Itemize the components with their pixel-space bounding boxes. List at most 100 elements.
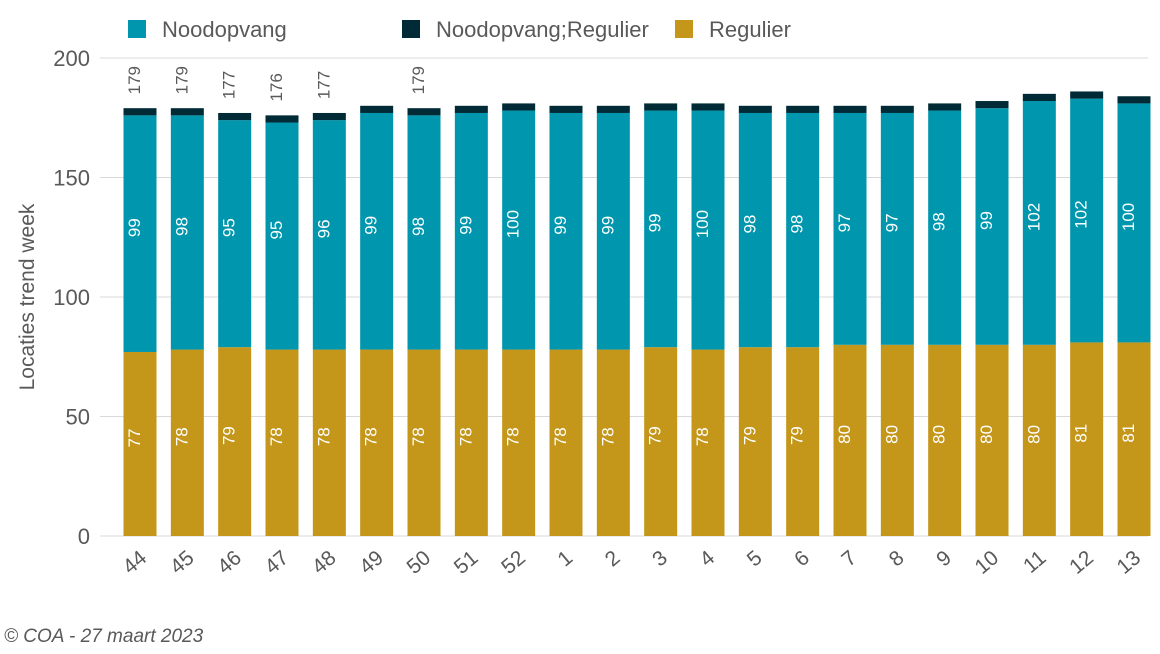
data-label: 79 — [220, 426, 239, 445]
bar-segment-noodopvang — [1117, 103, 1151, 343]
data-label: 102 — [1024, 203, 1043, 231]
data-label: 99 — [456, 216, 475, 235]
legend-entry: Noodopvang — [128, 17, 287, 42]
bar-segment-noodopvang — [312, 120, 346, 350]
bar-segment-noodopvang — [502, 110, 536, 350]
bar-stack: 79 98 — [738, 105, 772, 536]
total-label: 179 — [172, 66, 191, 94]
data-label: 80 — [977, 425, 996, 444]
bar-segment-regulier — [218, 347, 252, 536]
y-tick-label: 150 — [53, 166, 90, 191]
data-label: 80 — [835, 425, 854, 444]
bar-segment-noodopvang — [265, 122, 299, 350]
legend-swatch — [675, 20, 693, 38]
data-label: 97 — [882, 213, 901, 232]
data-label: 78 — [314, 427, 333, 446]
data-label: 78 — [362, 427, 381, 446]
bar-segment-noodopvang — [786, 112, 820, 348]
legend-entry: Noodopvang;Regulier — [402, 17, 649, 42]
bar-segment-regulier — [1117, 342, 1151, 536]
x-tick-label: 1 — [553, 546, 577, 571]
data-label: 99 — [598, 216, 617, 235]
total-label: 179 — [125, 66, 144, 94]
bar-stack: 81 102 — [1070, 91, 1104, 536]
y-tick-label: 100 — [53, 285, 90, 310]
legend-entry: Regulier — [675, 17, 791, 42]
bar-segment-regulier — [975, 344, 1009, 536]
bar-segment-noodopvang-regulier — [265, 115, 299, 123]
bar-stack: 80 97 — [833, 105, 867, 536]
x-tick-label: 13 — [1113, 546, 1146, 579]
x-tick-label: 48 — [308, 546, 341, 579]
bar-segment-regulier — [123, 351, 157, 536]
data-label: 78 — [456, 427, 475, 446]
x-tick-label: 50 — [403, 546, 436, 579]
bar-segment-regulier — [502, 349, 536, 536]
data-label: 79 — [788, 426, 807, 445]
data-label: 97 — [835, 213, 854, 232]
bar-segment-noodopvang-regulier — [786, 105, 820, 113]
bar-segment-noodopvang — [975, 108, 1009, 345]
data-label: 99 — [125, 218, 144, 237]
data-label: 77 — [125, 429, 144, 448]
bar-segment-noodopvang — [407, 115, 441, 350]
x-tick-label: 46 — [213, 546, 246, 579]
copyright-footer: © COA - 27 maart 2023 — [4, 626, 204, 647]
bar-stack: 78 99 — [360, 105, 394, 536]
x-tick-label: 7 — [837, 546, 861, 571]
bar-segment-regulier — [1070, 342, 1104, 536]
data-label: 95 — [267, 221, 286, 240]
bar-stack: 80 99 — [975, 101, 1009, 536]
bar-segment-regulier — [407, 349, 441, 536]
data-label: 98 — [930, 212, 949, 231]
data-label: 99 — [646, 213, 665, 232]
data-label: 79 — [740, 426, 759, 445]
bar-segment-noodopvang-regulier — [644, 103, 678, 111]
data-label: 100 — [1119, 203, 1138, 231]
data-label: 102 — [1072, 200, 1091, 228]
y-axis-ticks: 0 50 100 150 200 — [53, 46, 90, 549]
bar-segment-noodopvang-regulier — [691, 103, 725, 111]
bar-segment-regulier — [691, 349, 725, 536]
bar-segment-noodopvang — [123, 115, 157, 352]
data-label: 98 — [740, 215, 759, 234]
bar-segment-noodopvang — [596, 112, 630, 350]
data-label: 99 — [362, 216, 381, 235]
data-label: 78 — [551, 427, 570, 446]
bar-segment-noodopvang — [691, 110, 725, 350]
bar-segment-regulier — [880, 344, 914, 536]
bar-segment-regulier — [1022, 344, 1056, 536]
bar-stack: 78 100 — [502, 103, 536, 536]
bar-segment-regulier — [596, 349, 630, 536]
bars: 7799179789817979951777895176789617778997… — [123, 66, 1151, 536]
data-label: 96 — [314, 219, 333, 238]
total-label: 177 — [220, 71, 239, 99]
bar-stack: 78 96 177 — [312, 71, 346, 536]
x-tick-label: 4 — [695, 546, 719, 571]
data-label: 81 — [1119, 424, 1138, 443]
bar-segment-regulier — [833, 344, 867, 536]
stacked-bar-chart: Noodopvang Noodopvang;Regulier Regulier 0 5… — [16, 17, 1151, 579]
bar-segment-regulier — [549, 349, 583, 536]
x-tick-label: 6 — [790, 546, 814, 571]
x-axis-ticks: 44 45 46 47 48 49 50 51 52 1 2 3 4 5 6 7 8 9 10 11 12 13 — [119, 546, 1146, 579]
total-label: 177 — [314, 71, 333, 99]
bar-segment-noodopvang — [360, 112, 394, 350]
bar-segment-noodopvang-regulier — [880, 105, 914, 113]
total-label: 179 — [409, 66, 428, 94]
bar-segment-noodopvang-regulier — [1117, 96, 1151, 104]
x-tick-label: 47 — [261, 546, 294, 579]
bar-stack: 81 100 — [1117, 96, 1151, 536]
bar-stack: 78 95 176 — [265, 73, 299, 536]
bar-segment-noodopvang-regulier — [170, 108, 204, 116]
bar-segment-noodopvang-regulier — [928, 103, 962, 111]
x-tick-label: 3 — [648, 546, 672, 571]
data-label: 78 — [172, 427, 191, 446]
x-tick-label: 44 — [119, 546, 152, 579]
bar-segment-noodopvang-regulier — [218, 112, 252, 121]
bar-stack: 78 98 179 — [407, 66, 441, 536]
bar-segment-noodopvang — [549, 112, 583, 350]
bar-segment-noodopvang — [1022, 101, 1056, 345]
bar-segment-noodopvang — [928, 110, 962, 345]
x-tick-label: 49 — [355, 546, 388, 579]
